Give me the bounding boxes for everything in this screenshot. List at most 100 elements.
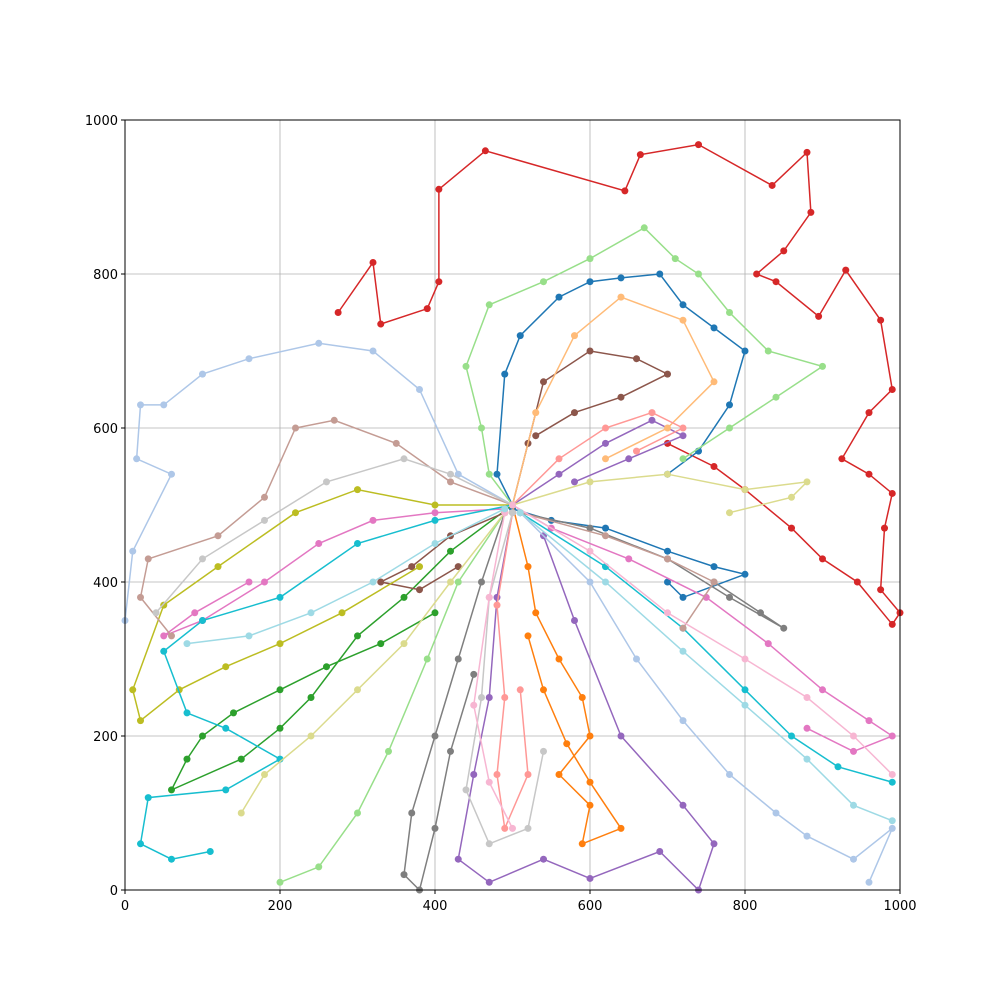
point: [586, 278, 594, 286]
point: [803, 832, 811, 840]
point: [509, 824, 516, 832]
point: [888, 817, 896, 825]
point: [524, 824, 532, 832]
point: [501, 370, 509, 378]
point: [354, 632, 361, 640]
point: [664, 370, 671, 378]
point: [741, 686, 749, 694]
line: [512, 504, 894, 753]
point: [656, 270, 664, 278]
point: [586, 255, 594, 263]
point: [369, 578, 377, 586]
point: [741, 347, 749, 355]
point: [307, 732, 315, 740]
line: [403, 512, 506, 892]
point: [753, 270, 761, 278]
point: [400, 640, 408, 648]
series: [493, 509, 532, 832]
point: [245, 355, 253, 363]
point: [377, 320, 385, 328]
point: [617, 824, 625, 832]
point: [392, 439, 400, 447]
point: [377, 578, 385, 586]
point: [447, 747, 454, 755]
point: [485, 878, 493, 886]
line: [186, 508, 506, 645]
point: [214, 532, 222, 540]
series: [152, 455, 516, 617]
point: [168, 632, 175, 640]
point: [555, 293, 563, 301]
point: [160, 632, 168, 640]
point: [183, 755, 191, 763]
point: [307, 694, 315, 701]
point: [447, 578, 454, 586]
point: [617, 393, 625, 401]
point: [710, 378, 718, 386]
point: [695, 141, 702, 149]
point: [710, 324, 718, 332]
point: [555, 655, 563, 663]
point: [710, 463, 718, 470]
point: [478, 424, 485, 432]
point: [838, 455, 846, 463]
point: [276, 686, 284, 694]
point: [416, 563, 423, 571]
point: [865, 409, 873, 417]
point: [679, 424, 687, 432]
point: [168, 855, 175, 863]
point: [633, 355, 640, 363]
point: [803, 478, 811, 486]
point: [447, 470, 454, 478]
point: [408, 563, 416, 571]
point: [416, 386, 423, 393]
point: [602, 455, 609, 463]
point: [160, 647, 168, 655]
point: [842, 266, 850, 274]
point: [315, 339, 323, 347]
point: [803, 724, 811, 732]
point: [237, 809, 245, 817]
point: [400, 455, 408, 463]
point: [509, 501, 516, 509]
point: [245, 632, 253, 640]
line: [496, 273, 746, 506]
point: [602, 424, 609, 432]
line: [155, 458, 513, 614]
x-tick-label: 800: [733, 899, 758, 914]
series: [237, 509, 509, 817]
point: [532, 609, 540, 617]
point: [602, 532, 609, 540]
point: [160, 401, 168, 409]
point: [850, 732, 857, 740]
point: [323, 663, 330, 671]
point: [664, 424, 671, 432]
line: [511, 296, 715, 506]
point: [408, 809, 416, 817]
point: [137, 717, 144, 725]
point: [431, 516, 439, 524]
point: [586, 874, 594, 882]
point: [602, 524, 609, 532]
x-tick-label: 0: [121, 899, 129, 914]
point: [865, 878, 873, 886]
point: [850, 747, 857, 755]
point: [462, 362, 470, 370]
point: [679, 717, 687, 725]
series: [462, 224, 826, 509]
line: [511, 504, 623, 846]
point: [292, 424, 299, 432]
point: [764, 640, 772, 648]
series: [168, 501, 516, 794]
point: [416, 586, 423, 594]
point: [710, 563, 718, 571]
series: [509, 293, 718, 509]
line: [240, 512, 506, 814]
point: [679, 432, 687, 440]
point: [679, 455, 687, 463]
point: [501, 824, 509, 832]
point: [493, 601, 501, 609]
point: [772, 809, 780, 817]
y-tick-label: 400: [93, 576, 118, 591]
point: [571, 332, 578, 340]
